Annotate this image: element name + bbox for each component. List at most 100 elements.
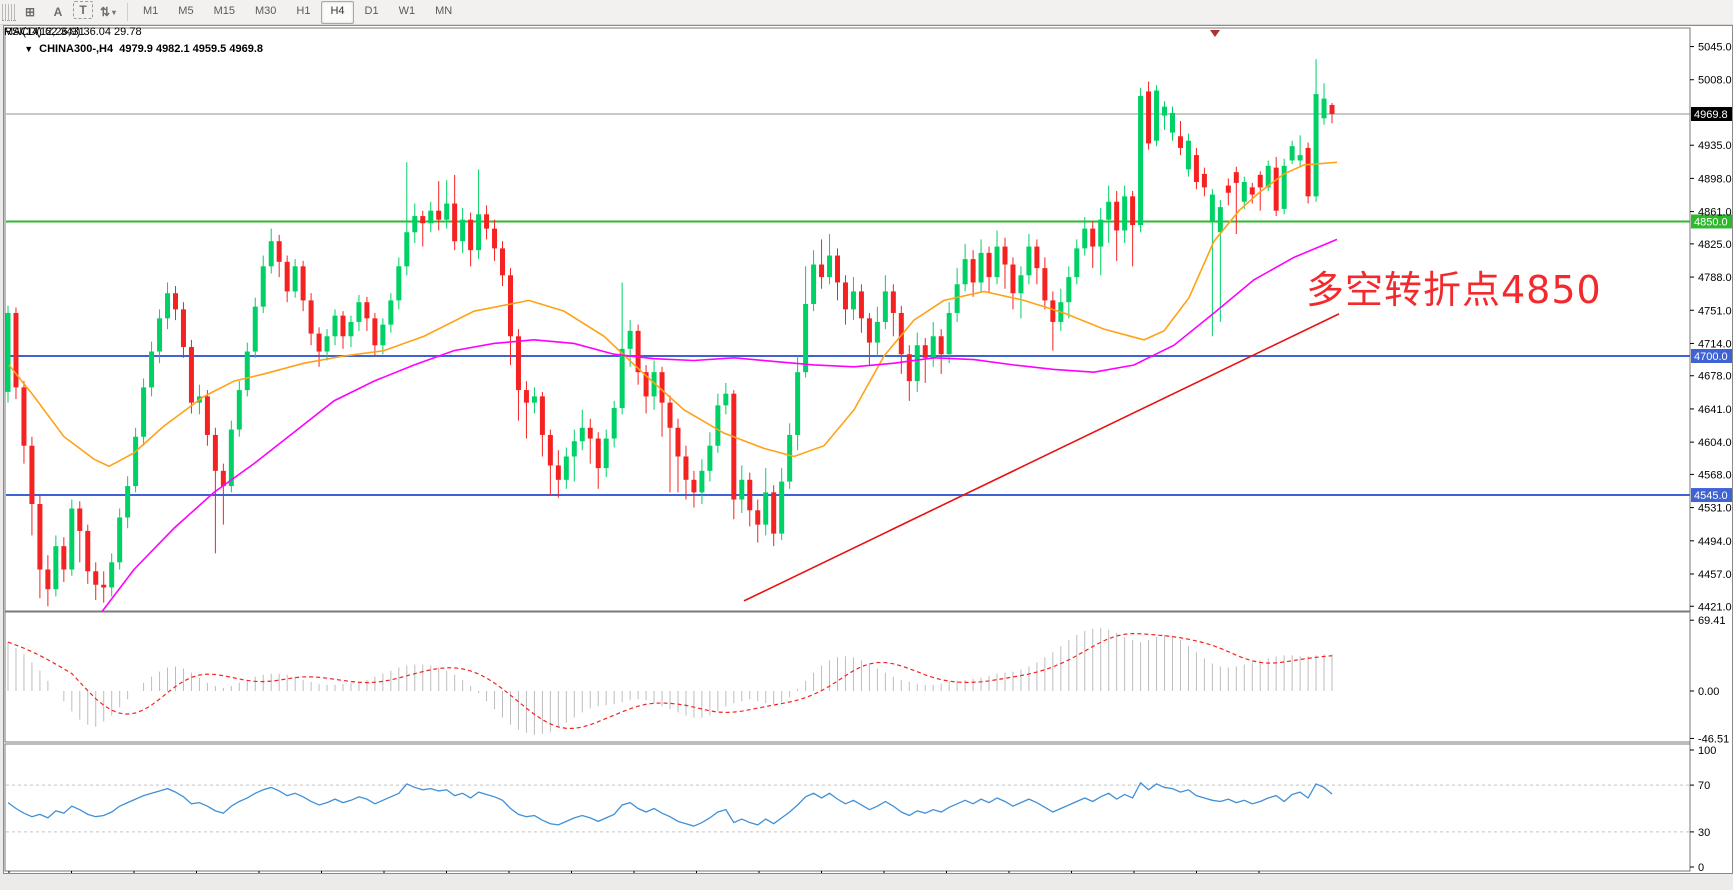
chart-window[interactable]: ▼ CHINA300-,H4 4979.9 4982.1 4959.5 4969.… xyxy=(3,25,1733,874)
timeframe-D1[interactable]: D1 xyxy=(364,4,379,17)
candle-50 xyxy=(404,232,410,267)
price-tick-label: 4604.0 xyxy=(1698,437,1732,449)
candle-17 xyxy=(141,387,147,437)
hline-price-label: 4700.0 xyxy=(1694,351,1728,363)
candle-125 xyxy=(1002,246,1008,265)
candle-76 xyxy=(611,408,617,439)
hline-price-label: 4545.0 xyxy=(1694,490,1728,502)
symbol-dropdown-icon[interactable]: ▼ xyxy=(24,44,34,54)
candle-158 xyxy=(1265,165,1271,188)
candle-68 xyxy=(547,434,553,466)
candle-121 xyxy=(970,259,976,283)
candle-21 xyxy=(172,293,178,310)
candle-43 xyxy=(348,321,354,337)
macd-indicator-label: MACD(12,26,9) 36.04 29.78 xyxy=(4,26,142,38)
candle-38 xyxy=(308,300,314,334)
price-tick-label: 4898.0 xyxy=(1698,173,1732,185)
candle-124 xyxy=(994,246,1000,278)
chart-canvas[interactable]: 4850.0 4700.0 4545.0 5045.0 5008.0 4935.0 4898… xyxy=(4,26,1732,873)
candle-126 xyxy=(1010,264,1016,294)
candle-112 xyxy=(898,312,904,355)
chart-shift-marker[interactable] xyxy=(1210,30,1220,37)
chart-title: ▼ CHINA300-,H4 4979.9 4982.1 4959.5 4969.… xyxy=(12,31,263,67)
text-label-icon[interactable]: T xyxy=(73,1,93,19)
candle-163 xyxy=(1305,147,1311,197)
candle-15 xyxy=(125,486,131,518)
toolbar-grip[interactable] xyxy=(2,3,16,21)
hline-price-box xyxy=(1691,488,1732,503)
candle-162 xyxy=(1297,155,1303,161)
candle-31 xyxy=(252,306,258,352)
candle-54 xyxy=(436,210,442,220)
candle-61 xyxy=(492,228,498,249)
candle-8 xyxy=(69,508,75,570)
candle-83 xyxy=(667,402,673,428)
candle-114 xyxy=(914,345,920,382)
candle-133 xyxy=(1066,277,1072,303)
candle-142 xyxy=(1138,95,1144,226)
candle-63 xyxy=(507,275,513,337)
candle-75 xyxy=(603,438,609,469)
candle-32 xyxy=(260,266,266,307)
macd-histogram xyxy=(7,627,1333,735)
candle-81 xyxy=(651,372,657,397)
candle-82 xyxy=(659,372,665,403)
candle-47 xyxy=(380,324,386,346)
candle-67 xyxy=(539,396,545,435)
price-tick-label: 4494.0 xyxy=(1698,536,1732,548)
drawing-tools: ⊞ A T ⇅ ▾ xyxy=(16,1,122,23)
candle-164 xyxy=(1313,94,1319,197)
trendline[interactable] xyxy=(743,313,1340,602)
candle-53 xyxy=(428,210,434,224)
candle-88 xyxy=(707,445,713,471)
arrange-arrows-icon[interactable]: ⇅ ▾ xyxy=(99,5,117,19)
candle-89 xyxy=(715,405,721,446)
timeframe-H4[interactable]: H4 xyxy=(321,0,354,24)
hline-price-box xyxy=(1691,349,1732,364)
candle-140 xyxy=(1122,196,1128,231)
candle-57 xyxy=(460,219,466,242)
candle-37 xyxy=(300,266,306,301)
candle-136 xyxy=(1090,228,1096,247)
candle-120 xyxy=(962,259,968,285)
timeframe-W1[interactable]: W1 xyxy=(398,4,416,17)
candle-79 xyxy=(635,330,641,373)
candle-134 xyxy=(1074,248,1080,278)
candle-42 xyxy=(340,315,346,337)
timeframe-M30[interactable]: M30 xyxy=(254,4,277,17)
macd-signal-line xyxy=(7,632,1333,730)
templates-grid-icon[interactable]: ⊞ xyxy=(24,5,36,19)
timeframe-M1[interactable]: M1 xyxy=(143,4,159,17)
timeframe-H1[interactable]: H1 xyxy=(296,4,311,17)
price-tick-label: 4825.0 xyxy=(1698,239,1732,251)
cursor-a-icon[interactable]: A xyxy=(53,5,63,19)
price-tick-label: 5045.0 xyxy=(1698,42,1732,54)
candle-25 xyxy=(204,396,210,435)
candle-66 xyxy=(531,396,537,403)
candle-96 xyxy=(771,492,777,534)
candle-152 xyxy=(1217,207,1223,233)
candle-9 xyxy=(77,508,83,531)
rsi-tick-label: 0 xyxy=(1698,862,1704,873)
timeframe-MN[interactable]: MN xyxy=(435,4,453,17)
candle-160 xyxy=(1281,165,1287,209)
timeframe-M5[interactable]: M5 xyxy=(178,4,194,17)
candle-141 xyxy=(1130,196,1136,226)
rsi-tick-label: 30 xyxy=(1698,827,1710,839)
candle-27 xyxy=(220,470,226,487)
candle-52 xyxy=(420,216,426,224)
price-tick-label: 4531.0 xyxy=(1698,503,1732,515)
candle-62 xyxy=(500,248,506,276)
candle-22 xyxy=(180,309,186,348)
candle-74 xyxy=(595,438,601,469)
candle-102 xyxy=(819,264,825,278)
candle-91 xyxy=(731,393,737,500)
timeframe-M15[interactable]: M15 xyxy=(213,4,235,17)
rsi-tick-label: 70 xyxy=(1698,780,1710,792)
candle-59 xyxy=(476,214,482,251)
candle-98 xyxy=(787,434,793,482)
chart-annotation-text[interactable]: 多空转折点4850 xyxy=(1306,268,1602,312)
ma-fast-orange xyxy=(8,161,1338,468)
candle-147 xyxy=(1177,136,1183,148)
candle-41 xyxy=(332,315,338,337)
